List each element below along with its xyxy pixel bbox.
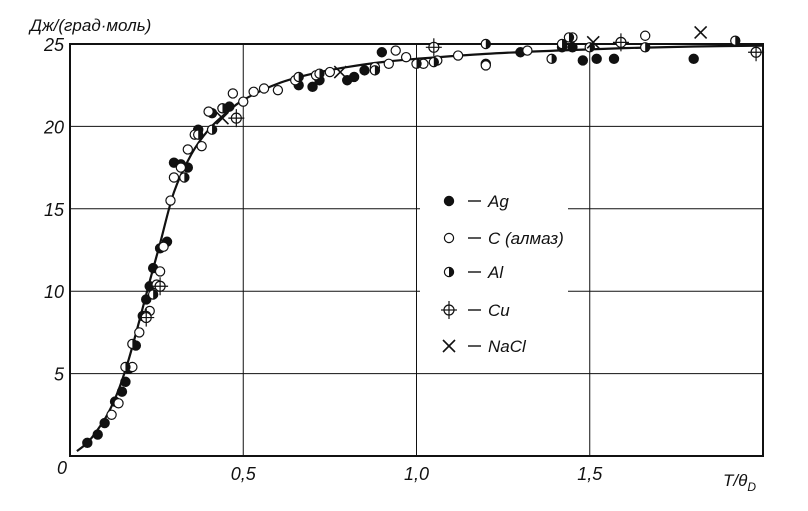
- data-point: [748, 43, 765, 62]
- data-point: [577, 55, 589, 66]
- y-tick-label: 25: [43, 35, 65, 55]
- data-point: [196, 140, 207, 152]
- data-point: [314, 68, 325, 79]
- data-point: [248, 86, 259, 97]
- legend-marker: [443, 232, 455, 244]
- data-point: [612, 33, 629, 52]
- legend-label: NaCl: [488, 337, 527, 356]
- data-point: [120, 376, 131, 388]
- data-point: [608, 53, 620, 65]
- data-point: [639, 42, 651, 53]
- data-point: [324, 66, 336, 78]
- x-tick-labels: 0,5 1,0 1,5: [231, 464, 604, 484]
- data-point: [591, 53, 602, 65]
- x-axis-label-subscript: D: [747, 480, 756, 494]
- legend-marker: [443, 266, 455, 278]
- data-point: [217, 103, 228, 114]
- fit-curve: [76, 44, 764, 452]
- data-point: [206, 124, 218, 135]
- y-tick-label: 5: [54, 365, 65, 385]
- data-point: [730, 35, 741, 46]
- x-tick-label: 0,5: [231, 464, 257, 484]
- data-point: [307, 81, 318, 93]
- legend-label: Cu: [488, 301, 510, 320]
- data-point: [390, 45, 401, 56]
- x-axis-label: T/θD: [723, 471, 756, 494]
- x-tick-label: 1,5: [577, 464, 603, 484]
- data-point: [154, 266, 166, 277]
- data-point: [425, 38, 442, 57]
- y-tick-label: 10: [44, 282, 64, 302]
- plot-frame: [69, 43, 764, 457]
- legend-label: Ag: [487, 192, 509, 211]
- data-point: [134, 327, 145, 338]
- data-point: [563, 32, 575, 43]
- data-point: [179, 172, 190, 183]
- data-point: [586, 35, 600, 49]
- data-point: [182, 144, 194, 155]
- legend: Ag С (алмаз) Al Cu NaCl: [441, 192, 564, 356]
- data-point: [147, 289, 159, 300]
- legend-marker: [443, 195, 455, 207]
- data-point: [556, 38, 568, 50]
- legend-marker: [442, 339, 456, 353]
- data-point: [238, 96, 249, 107]
- data-point: [258, 83, 270, 94]
- legend-marker: [441, 301, 457, 319]
- data-point: [152, 277, 169, 296]
- data-point: [165, 195, 176, 206]
- data-point: [116, 386, 128, 397]
- data-point: [369, 65, 381, 76]
- y-tick-label: 20: [43, 117, 64, 137]
- legend-label: Al: [487, 263, 504, 282]
- data-point: [522, 45, 533, 56]
- x-tick-label: 1,0: [404, 464, 429, 484]
- y-axis-label: Дж/(град·моль): [28, 16, 151, 35]
- data-point: [428, 56, 440, 68]
- data-point: [400, 51, 412, 63]
- data-point: [293, 71, 304, 83]
- data-point: [127, 338, 138, 350]
- data-point: [480, 38, 491, 50]
- data-point: [411, 58, 422, 69]
- data-point: [158, 241, 169, 252]
- legend-label: С (алмаз): [488, 229, 564, 248]
- data-point: [92, 429, 103, 440]
- y-tick-label: 15: [44, 200, 65, 220]
- data-point: [376, 47, 388, 58]
- data-point: [348, 71, 360, 83]
- data-point: [141, 294, 152, 305]
- data-point: [82, 437, 93, 449]
- data-point: [567, 42, 578, 53]
- data-point: [639, 30, 651, 41]
- data-points: [82, 25, 765, 449]
- grid-lines: [70, 43, 763, 456]
- data-point: [383, 58, 394, 69]
- x-axis-label-main: T/θ: [723, 471, 748, 490]
- data-point: [688, 53, 699, 65]
- data-point: [452, 50, 464, 61]
- data-point: [359, 65, 370, 76]
- data-point: [106, 409, 117, 420]
- data-point: [193, 129, 204, 140]
- data-point: [99, 417, 110, 429]
- data-point: [546, 53, 557, 65]
- origin-label: 0: [57, 458, 67, 478]
- data-point: [113, 398, 124, 409]
- data-point: [584, 42, 595, 53]
- data-point: [168, 172, 180, 183]
- data-point: [203, 106, 214, 117]
- data-point: [215, 111, 230, 125]
- data-point: [138, 308, 155, 327]
- data-point: [228, 109, 245, 128]
- data-point: [333, 65, 347, 79]
- y-tick-labels: 5 10 15 20 25: [43, 35, 65, 385]
- data-point: [272, 84, 284, 96]
- data-point: [175, 162, 187, 173]
- data-point: [227, 88, 239, 99]
- data-point: [120, 361, 131, 373]
- data-point: [480, 60, 491, 71]
- data-point: [694, 25, 708, 40]
